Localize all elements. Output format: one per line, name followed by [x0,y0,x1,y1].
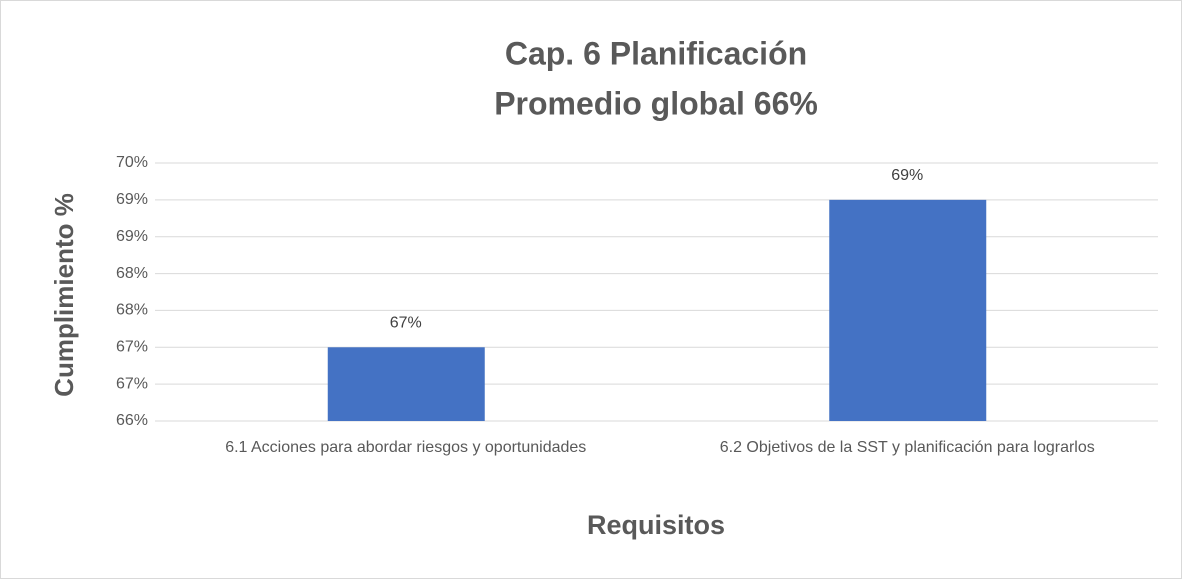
y-tick-label: 67% [116,339,148,356]
x-tick-label-box: 6.2 Objetivos de la SST y planificación … [719,439,1095,456]
y-tick-label: 68% [116,302,148,319]
x-axis-label: Requisitos [587,510,725,540]
bar [829,199,987,421]
y-tick-label: 69% [116,191,148,208]
y-tick-label: 69% [116,228,148,245]
y-tick-label: 67% [116,375,148,392]
y-tick-label: 66% [116,412,148,429]
chart-title: Promedio global 66% [494,85,818,121]
x-tick-label: 6.2 Objetivos de la SST y planificación … [719,439,1095,456]
data-label: 67% [390,315,422,332]
x-tick-label: 6.1 Acciones para abordar riesgos y opor… [225,439,587,456]
y-tick-label: 68% [116,265,148,282]
y-axis-label: Cumplimiento % [49,193,79,397]
y-tick-label: 70% [116,154,148,171]
x-tick-label-box: 6.1 Acciones para abordar riesgos y opor… [225,439,587,456]
data-label: 69% [891,167,923,184]
bar [327,347,485,421]
chart-title: Cap. 6 Planificación [505,35,807,71]
